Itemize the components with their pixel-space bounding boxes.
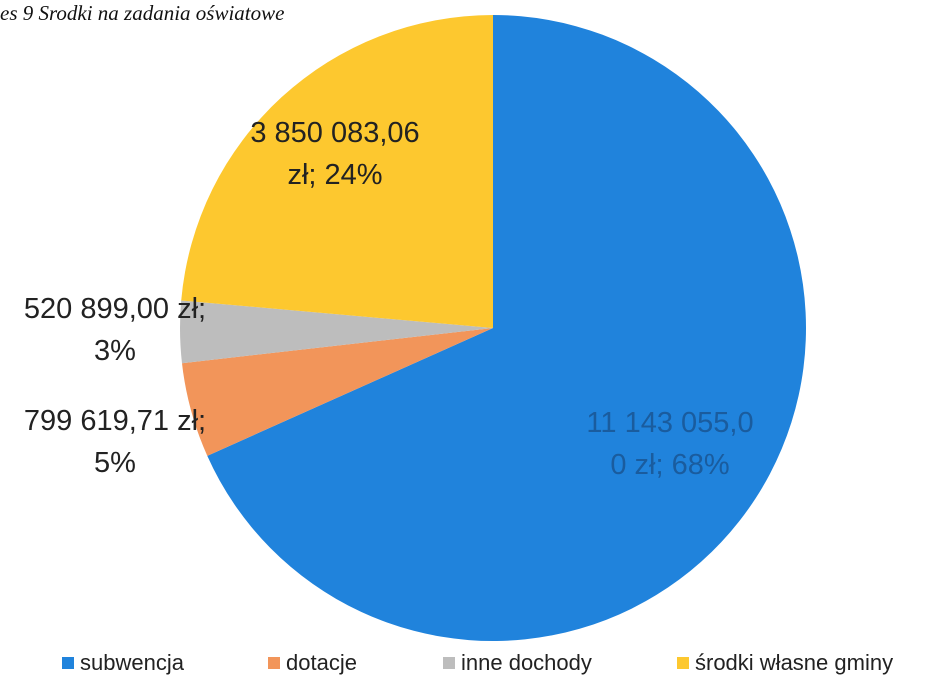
legend-swatch <box>62 657 74 669</box>
data-label-line: 799 619,71 zł; <box>24 405 206 437</box>
legend-label: inne dochody <box>461 650 592 675</box>
legend-swatch <box>443 657 455 669</box>
pie-slice <box>181 328 493 456</box>
data-label-line: 520 899,00 zł; <box>24 293 206 325</box>
data-label-line: 3% <box>94 335 136 367</box>
data-label-line: 0 zł; 68% <box>610 449 729 481</box>
pie-slice <box>180 300 493 364</box>
legend-swatch <box>677 657 689 669</box>
data-label-line: 11 143 055,0 <box>586 407 753 439</box>
pie-slice <box>207 15 806 641</box>
data-label: 11 143 055,0 0 zł; 68% <box>586 407 753 481</box>
chart-title: es 9 Srodki na zadania oświatowe <box>0 1 284 25</box>
legend-label: dotacje <box>286 650 357 675</box>
data-label-line: zł; 24% <box>287 159 382 191</box>
legend-label: środki własne gminy <box>695 650 893 675</box>
legend-swatch <box>268 657 280 669</box>
data-label-line: 5% <box>94 447 136 479</box>
legend-label: subwencja <box>80 650 185 675</box>
data-label: 520 899,00 zł; 3% <box>24 293 206 367</box>
pie-slice <box>181 15 494 328</box>
data-label: 799 619,71 zł; 5% <box>24 405 206 479</box>
data-label-line: 3 850 083,06 <box>250 117 419 149</box>
data-label: 3 850 083,06 zł; 24% <box>250 117 419 191</box>
